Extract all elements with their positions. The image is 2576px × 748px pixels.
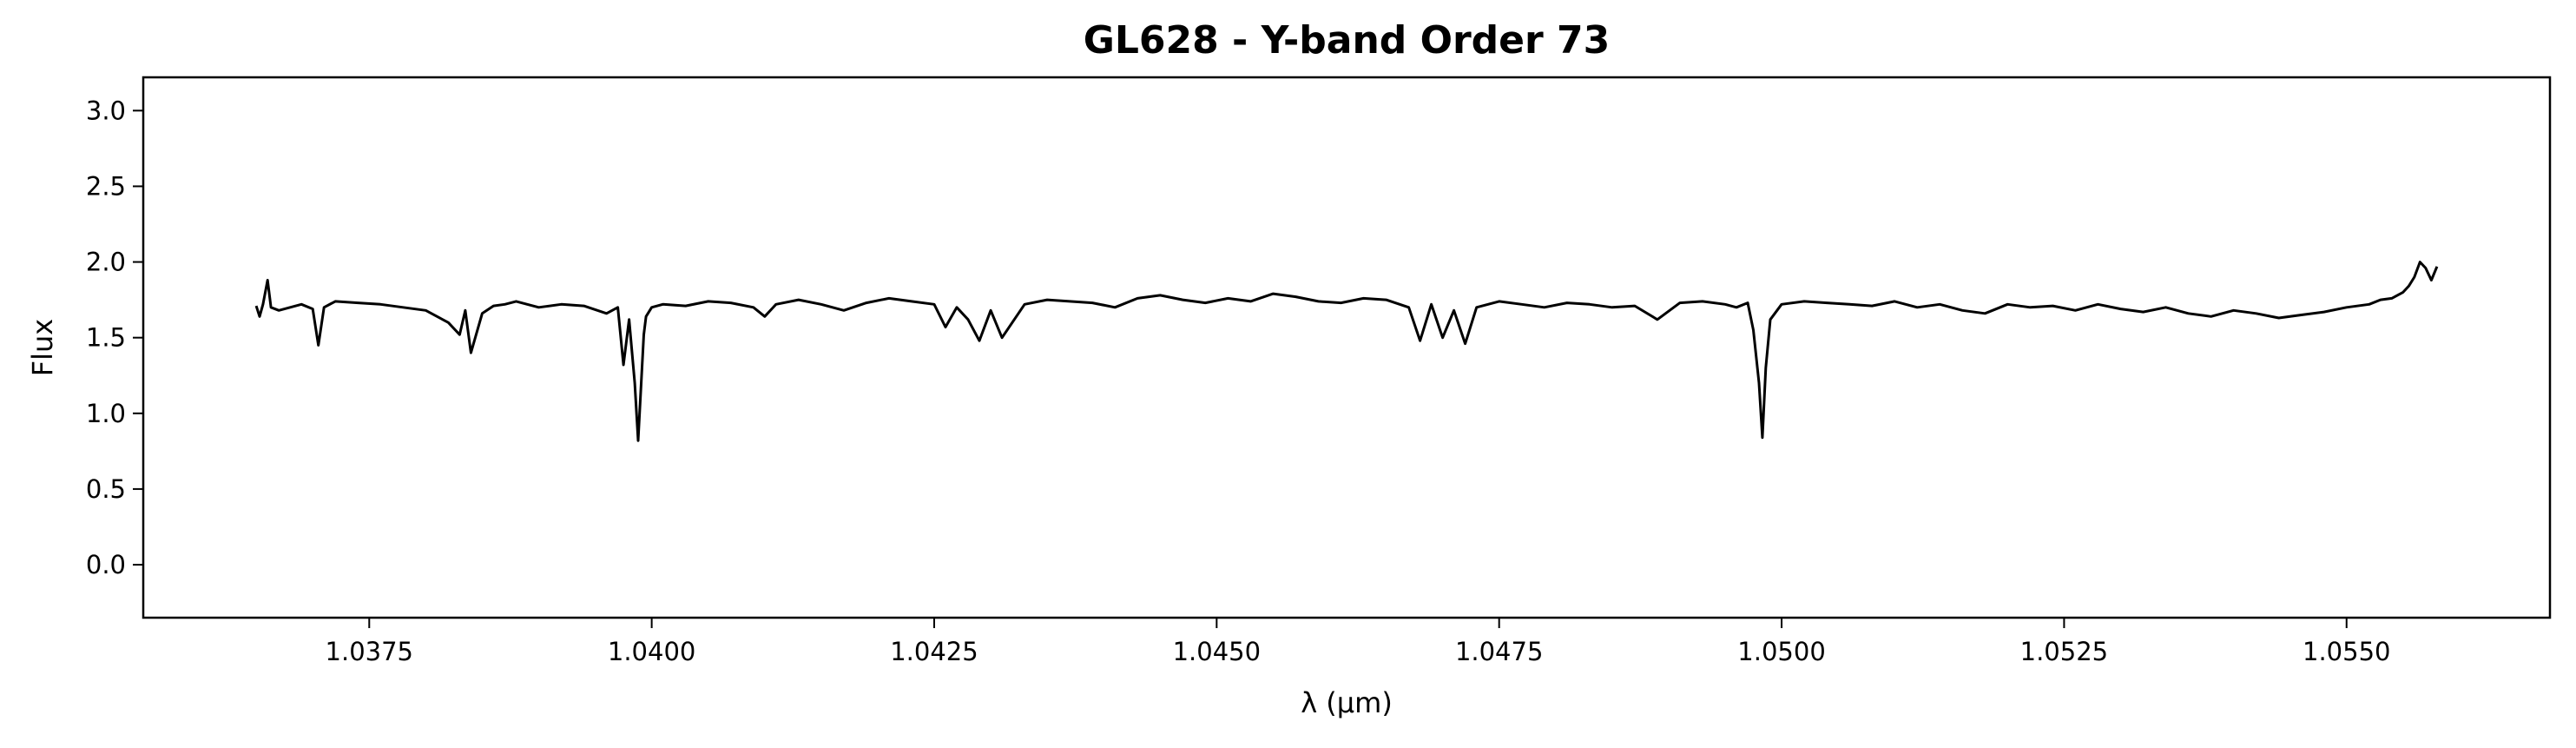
- y-axis-ticks: 0.0 0.5 1.0 1.5 2.0 2.5 3.0: [86, 96, 143, 579]
- y-axis-label: Flux: [26, 319, 59, 377]
- x-tick-label: 1.0425: [890, 637, 978, 666]
- x-axis-ticks: 1.0375 1.0400 1.0425 1.0450 1.0475 1.0500 1.05…: [326, 618, 2390, 666]
- x-axis-label: λ (μm): [1301, 686, 1393, 719]
- flux-spectrum-line: [254, 261, 2439, 442]
- y-tick-label: 1.0: [86, 399, 126, 428]
- y-tick-label: 3.0: [86, 96, 126, 125]
- y-tick-label: 2.5: [86, 171, 126, 201]
- x-tick-label: 1.0525: [2020, 637, 2108, 666]
- x-tick-label: 1.0375: [326, 637, 413, 666]
- x-tick-label: 1.0475: [1455, 637, 1543, 666]
- x-tick-label: 1.0550: [2303, 637, 2390, 666]
- plot-frame: [142, 76, 2552, 619]
- y-tick-label: 2.0: [86, 248, 126, 277]
- x-tick-label: 1.0450: [1173, 637, 1261, 666]
- y-tick-label: 1.5: [86, 323, 126, 353]
- y-tick-label: 0.5: [86, 474, 126, 504]
- x-tick-label: 1.0500: [1737, 637, 1825, 666]
- x-tick-label: 1.0400: [608, 637, 695, 666]
- chart-title: GL628 - Y-band Order 73: [1084, 18, 1611, 63]
- y-tick-label: 0.0: [86, 550, 126, 579]
